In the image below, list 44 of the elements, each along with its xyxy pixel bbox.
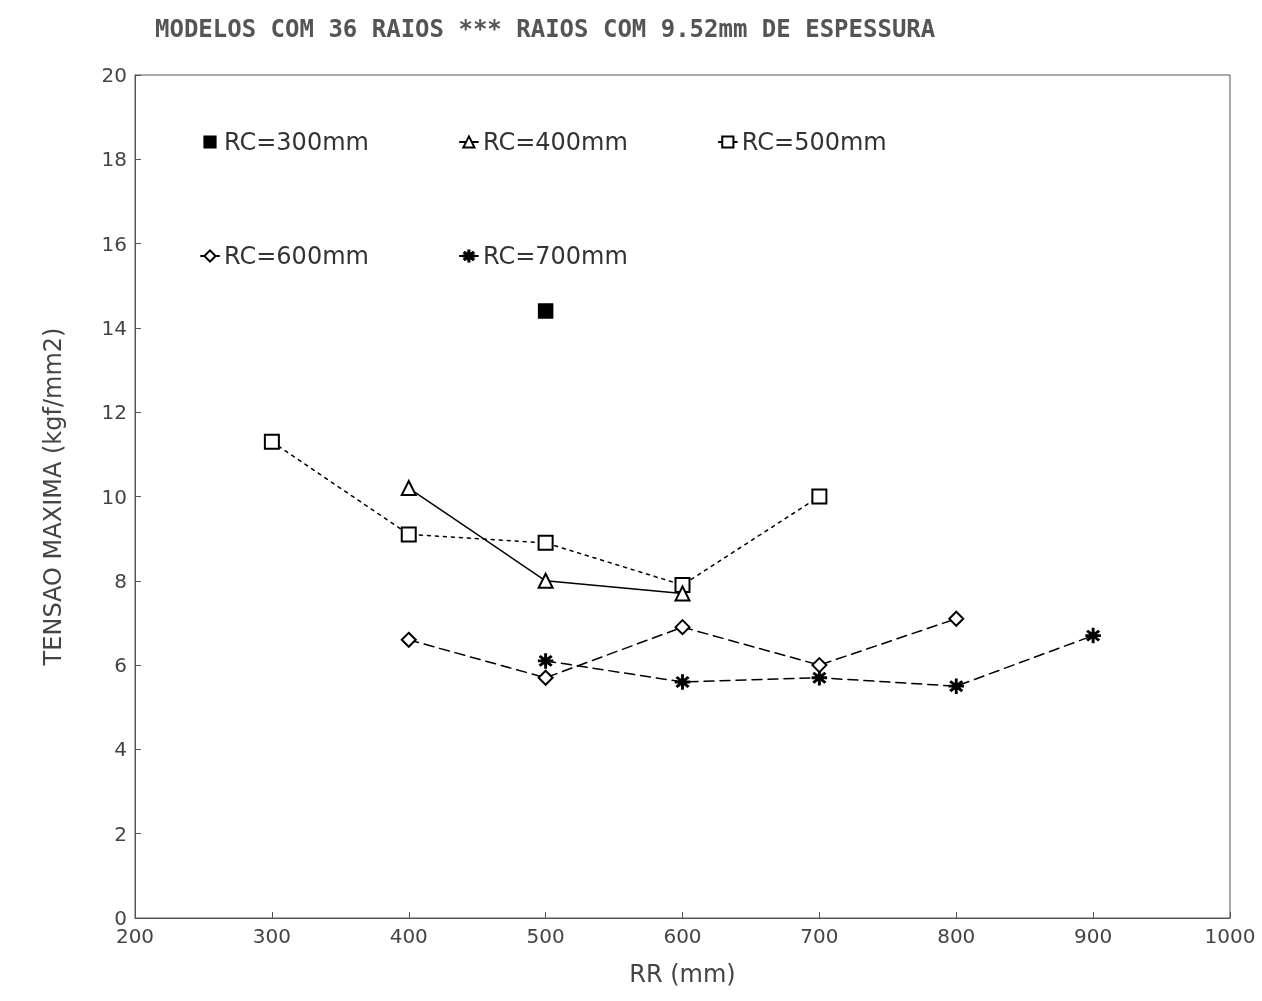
point	[537, 572, 554, 589]
legend-label: RC=500mm	[741, 128, 887, 156]
point	[263, 433, 280, 450]
point	[1085, 627, 1101, 644]
point	[948, 678, 964, 694]
y-axis-title: TENSAO MAXIMA (kgf/mm2)	[39, 327, 67, 667]
point	[811, 657, 828, 674]
y-tick-label: 16	[101, 231, 127, 256]
x-tick-label: 600	[663, 924, 702, 948]
point	[537, 534, 554, 551]
x-tick-label: 800	[937, 924, 976, 948]
y-tick-label: 12	[101, 400, 127, 425]
y-tick-label: 8	[114, 568, 127, 593]
point	[537, 669, 554, 686]
point	[674, 674, 691, 690]
point	[537, 653, 554, 669]
point	[400, 631, 417, 648]
legend-label: RC=400mm	[482, 128, 628, 156]
point	[674, 619, 691, 636]
x-tick-label: 700	[800, 924, 839, 948]
x-axis-title: RR (mm)	[629, 960, 736, 988]
point	[948, 610, 965, 627]
point	[811, 488, 828, 505]
y-tick-label: 4	[114, 737, 127, 762]
y-tick-label: 6	[114, 653, 127, 678]
x-tick-label: 300	[252, 924, 291, 948]
chart-title: MODELOS COM 36 RAIOS *** RAIOS COM 9.52mm DE ESPESSURA	[155, 15, 936, 43]
legend-label: RC=700mm	[482, 242, 628, 270]
point	[674, 585, 691, 602]
y-tick-label: 18	[101, 147, 127, 172]
point	[537, 303, 554, 319]
y-tick-label: 14	[101, 315, 127, 340]
point	[400, 480, 417, 497]
y-tick-label: 20	[101, 63, 127, 87]
legend-label: RC=600mm	[224, 242, 369, 270]
y-tick-label: 2	[114, 821, 127, 846]
point	[811, 669, 828, 686]
x-tick-label: 400	[389, 924, 428, 948]
x-tick-label: 900	[1074, 924, 1113, 948]
x-tick-label: 500	[526, 924, 565, 948]
legend-label: RC=300mm	[224, 128, 369, 156]
x-tick-label: 1000	[1204, 924, 1256, 948]
point	[400, 526, 417, 543]
y-tick-label: 10	[101, 484, 127, 509]
